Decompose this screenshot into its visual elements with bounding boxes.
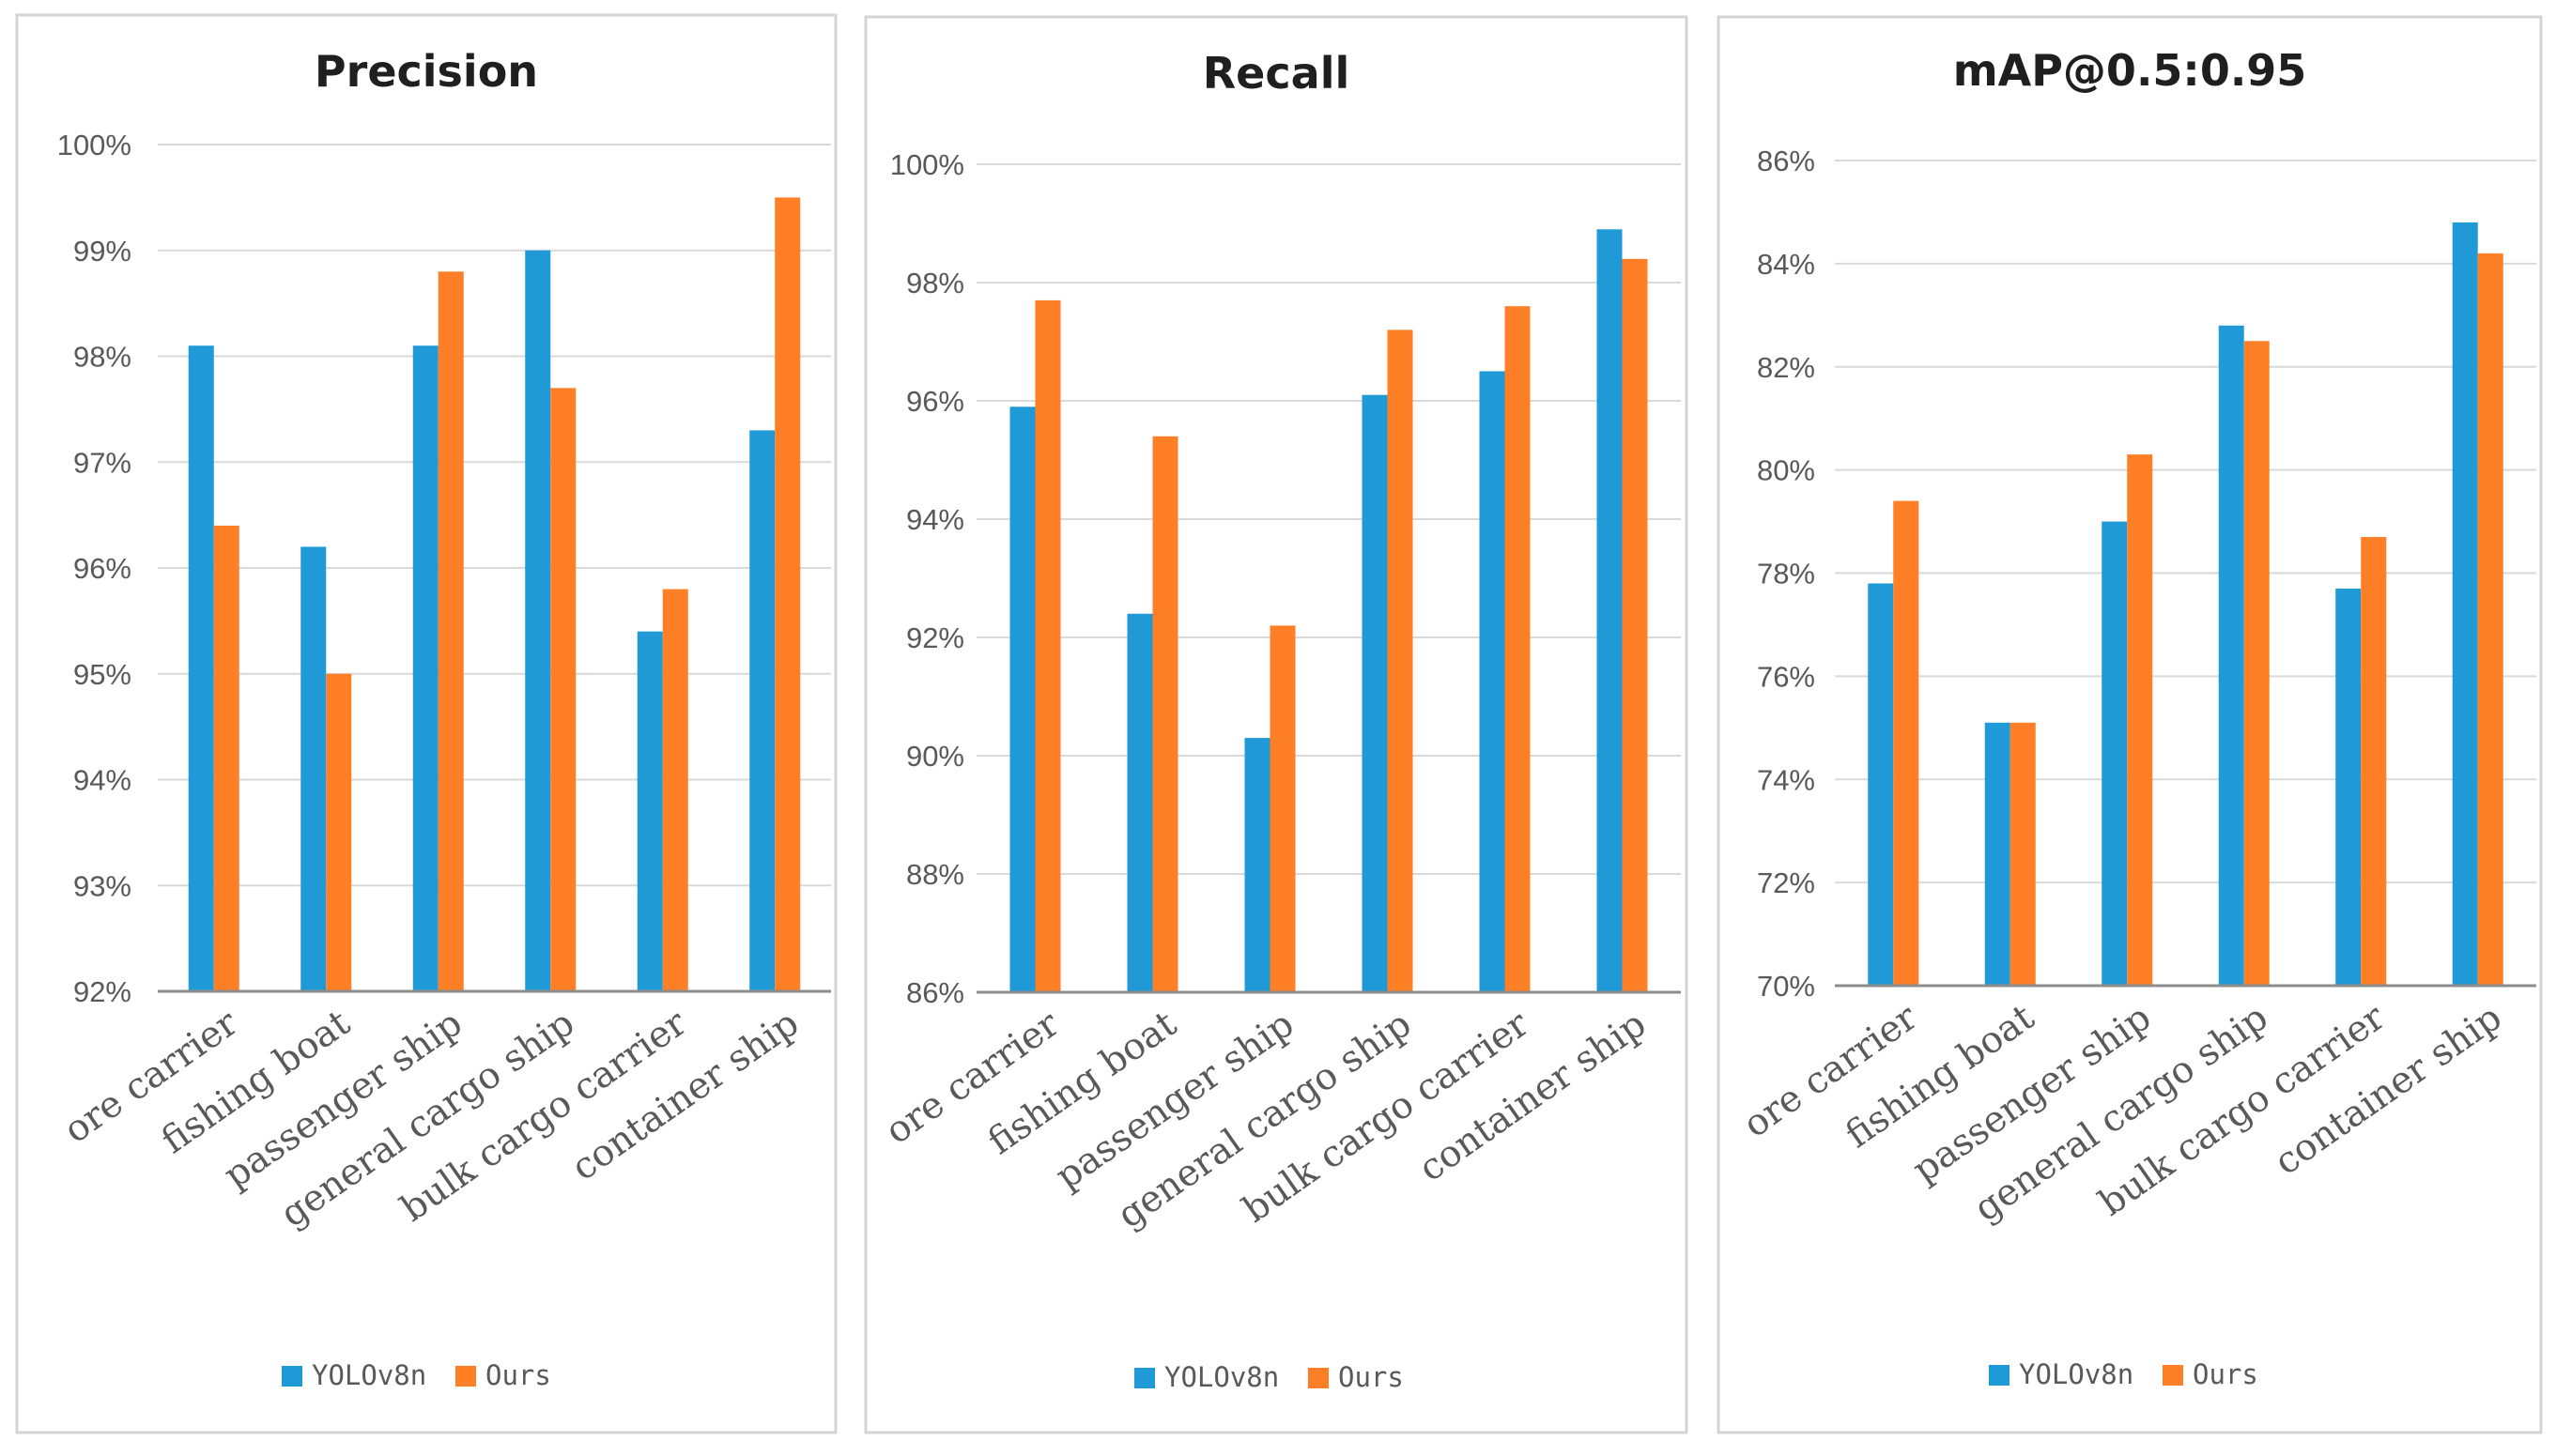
bar-yolov8n (2218, 325, 2244, 986)
legend: YOLOv8n Ours (1989, 1358, 2258, 1390)
bar-ours (326, 673, 352, 991)
y-tick-label: 86% (906, 976, 964, 1009)
y-tick-label: 84% (1757, 248, 1815, 281)
bar-yolov8n (1868, 583, 1894, 986)
bar-ours (1035, 299, 1061, 992)
y-tick-label: 99% (73, 235, 131, 268)
bar-ours (1152, 436, 1178, 992)
bar-yolov8n (300, 546, 327, 991)
legend-swatch (282, 1366, 302, 1387)
legend-label: Ours (1338, 1361, 1404, 1393)
legend-swatch (455, 1366, 476, 1387)
y-tick-label: 92% (906, 621, 964, 654)
bar-yolov8n (412, 345, 439, 992)
bar-ours (2009, 722, 2036, 986)
y-tick-label: 78% (1757, 558, 1815, 590)
bar-yolov8n (1244, 738, 1270, 992)
legend-swatch (1308, 1368, 1329, 1388)
bar-yolov8n (749, 430, 776, 991)
legend-label: YOLOv8n (312, 1359, 426, 1391)
bar-ours (775, 197, 801, 991)
bar-ours (550, 388, 577, 991)
bar-yolov8n (1479, 371, 1505, 992)
chart-panel-0: Precision92%93%94%95%96%97%98%99%100%ore… (15, 13, 838, 1434)
bar-ours (1270, 625, 1296, 992)
y-tick-label: 72% (1757, 866, 1815, 899)
y-tick-label: 82% (1757, 351, 1815, 384)
y-tick-label: 90% (906, 740, 964, 773)
y-tick-label: 88% (906, 858, 964, 891)
y-tick-label: 74% (1757, 763, 1815, 796)
y-tick-label: 98% (906, 267, 964, 299)
bar-yolov8n (2452, 222, 2478, 987)
legend-swatch (1989, 1365, 2009, 1386)
bar-ours (2127, 454, 2153, 986)
y-tick-label: 93% (73, 869, 131, 902)
y-tick-label: 76% (1757, 660, 1815, 693)
bar-ours (1504, 306, 1531, 992)
bar-ours (438, 271, 464, 991)
chart-title: Recall (1203, 48, 1349, 99)
y-tick-label: 86% (1757, 145, 1815, 177)
bar-ours (1622, 258, 1648, 992)
legend: YOLOv8n Ours (282, 1359, 551, 1391)
bar-ours (1387, 330, 1413, 992)
legend-label: Ours (2193, 1358, 2258, 1390)
legend: YOLOv8n Ours (1134, 1361, 1404, 1393)
bar-yolov8n (188, 345, 214, 992)
y-tick-label: 95% (73, 658, 131, 691)
y-tick-label: 100% (890, 148, 964, 181)
legend-label: YOLOv8n (2019, 1358, 2133, 1390)
y-tick-label: 80% (1757, 454, 1815, 487)
y-tick-label: 70% (1757, 970, 1815, 1003)
bar-ours (2477, 253, 2503, 986)
bar-yolov8n (1009, 406, 1036, 992)
chart-title: Precision (315, 46, 538, 97)
y-tick-label: 100% (57, 129, 131, 161)
legend-label: YOLOv8n (1164, 1361, 1279, 1393)
legend-swatch (1134, 1368, 1155, 1388)
bar-yolov8n (1596, 229, 1623, 993)
legend-swatch (2163, 1365, 2183, 1386)
bar-yolov8n (1362, 394, 1388, 992)
y-tick-label: 92% (73, 975, 131, 1008)
bar-yolov8n (1127, 613, 1153, 992)
bar-yolov8n (525, 250, 551, 991)
bar-yolov8n (2335, 588, 2362, 986)
chart-title: mAP@0.5:0.95 (1953, 45, 2307, 96)
bar-ours (662, 589, 688, 991)
y-tick-label: 96% (73, 552, 131, 585)
bar-ours (213, 525, 239, 991)
y-tick-label: 96% (906, 385, 964, 418)
bar-yolov8n (637, 631, 663, 991)
bar-yolov8n (1984, 722, 2010, 986)
y-tick-label: 94% (906, 503, 964, 536)
chart-panel-2: mAP@0.5:0.9570%72%74%76%78%80%82%84%86%o… (1717, 15, 2543, 1434)
y-tick-label: 94% (73, 764, 131, 797)
y-tick-label: 97% (73, 446, 131, 479)
legend-label: Ours (485, 1359, 551, 1391)
bar-yolov8n (2102, 521, 2128, 986)
y-tick-label: 98% (73, 341, 131, 374)
bar-ours (2361, 537, 2387, 986)
bar-ours (1893, 500, 1919, 986)
bar-ours (2243, 341, 2270, 986)
